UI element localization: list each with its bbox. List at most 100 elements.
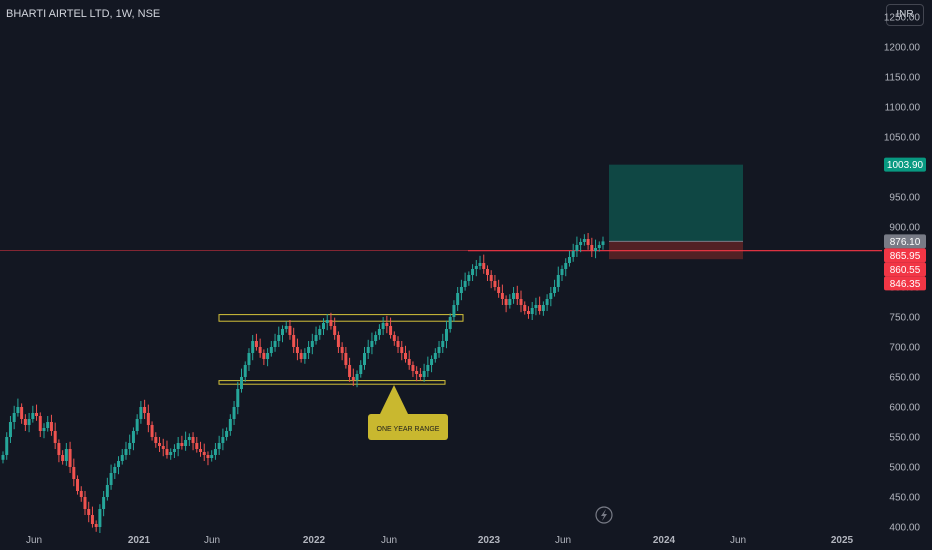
candle-body xyxy=(105,485,109,497)
candle-body xyxy=(195,443,199,449)
candle-body xyxy=(351,377,355,380)
candle-body xyxy=(202,452,206,455)
candle-body xyxy=(396,341,400,347)
candle-body xyxy=(20,407,24,419)
candle-body xyxy=(433,353,437,359)
candle-body xyxy=(284,326,288,329)
candle-body xyxy=(530,308,534,314)
candle-body xyxy=(128,443,132,449)
candle-body xyxy=(98,509,102,527)
candle-body xyxy=(64,449,68,461)
candle-body xyxy=(541,305,545,311)
candle-body xyxy=(362,353,366,365)
price-label-text: 860.55 xyxy=(890,265,921,276)
candle-body xyxy=(292,335,296,347)
y-tick-label: 450.00 xyxy=(889,493,920,504)
candle-body xyxy=(49,422,53,431)
candle-body xyxy=(42,428,46,431)
candle-body xyxy=(482,263,486,269)
candle-body xyxy=(295,347,299,353)
candle-body xyxy=(139,407,143,419)
candle-body xyxy=(61,455,65,461)
candle-body xyxy=(213,449,217,455)
x-axis: Jun 2021 Jun 2022 Jun 2023 Jun 2024 Jun 2025 xyxy=(26,535,854,546)
annotation: ONE YEAR RANGE xyxy=(368,385,448,440)
candle-body xyxy=(418,374,422,377)
x-tick-label: 2021 xyxy=(128,535,151,546)
candle-body xyxy=(307,347,311,353)
candle-body xyxy=(586,239,590,245)
candle-body xyxy=(415,371,419,374)
candle-body xyxy=(485,269,489,275)
y-tick-label: 700.00 xyxy=(889,343,920,354)
price-label-text: 876.10 xyxy=(890,237,921,248)
candle-body xyxy=(392,335,396,341)
candle-body xyxy=(381,323,385,329)
x-tick-label: Jun xyxy=(381,535,397,546)
candle-body xyxy=(79,491,83,497)
candle-body xyxy=(269,347,273,353)
candle-body xyxy=(314,335,318,341)
candle-body xyxy=(172,449,176,452)
candle-body xyxy=(277,335,281,341)
candle-body xyxy=(463,281,467,287)
lightning-icon xyxy=(595,506,613,524)
candle-body xyxy=(68,449,72,467)
candle-body xyxy=(519,299,523,305)
candle-body xyxy=(489,275,493,281)
candle-body xyxy=(221,437,225,443)
candle-body xyxy=(426,365,430,371)
candle-body xyxy=(534,305,538,308)
candle-body xyxy=(474,266,478,269)
x-tick-label: 2022 xyxy=(303,535,326,546)
price-label-box xyxy=(884,276,926,291)
candle-body xyxy=(385,323,389,326)
candle-body xyxy=(236,389,240,407)
candle-body xyxy=(102,497,106,509)
candle-body xyxy=(38,416,42,431)
candle-body xyxy=(150,425,154,437)
candle-body xyxy=(303,353,307,359)
candle-body xyxy=(35,413,39,416)
candle-body xyxy=(325,320,329,323)
candle-body xyxy=(5,437,9,455)
candle-body xyxy=(411,365,415,371)
candle-body xyxy=(184,440,188,446)
candle-body xyxy=(251,341,255,353)
price-label-box xyxy=(884,157,926,172)
candle-body xyxy=(538,305,542,311)
candle-body xyxy=(567,257,571,263)
candle-body xyxy=(131,431,135,443)
candle-body xyxy=(597,245,601,248)
y-tick-label: 1200.00 xyxy=(884,43,921,54)
x-tick-label: Jun xyxy=(730,535,746,546)
candle-body xyxy=(217,443,221,449)
candle-body xyxy=(444,329,448,341)
candle-body xyxy=(374,335,378,341)
candle-body xyxy=(262,353,266,359)
candle-body xyxy=(493,281,497,287)
range-bottom-band xyxy=(218,380,446,385)
y-tick-label: 1250.00 xyxy=(884,13,921,24)
candle-body xyxy=(113,467,117,473)
x-tick-label: 2023 xyxy=(478,535,501,546)
candle-body xyxy=(72,467,76,479)
candle-body xyxy=(46,422,50,428)
candle-body xyxy=(310,341,314,347)
candle-body xyxy=(377,329,381,335)
candle-body xyxy=(124,449,128,455)
target-zone xyxy=(609,164,743,242)
candle-body xyxy=(180,443,184,446)
candle-body xyxy=(258,347,262,353)
x-tick-label: Jun xyxy=(26,535,42,546)
candle-body xyxy=(191,437,195,443)
currency-button[interactable]: INR xyxy=(886,4,924,26)
candle-body xyxy=(575,245,579,251)
candle-body xyxy=(169,452,173,455)
candle-body xyxy=(430,359,434,365)
candle-body xyxy=(199,449,203,452)
candle-body xyxy=(407,359,411,365)
candle-body xyxy=(478,263,482,266)
candle-body xyxy=(500,293,504,299)
